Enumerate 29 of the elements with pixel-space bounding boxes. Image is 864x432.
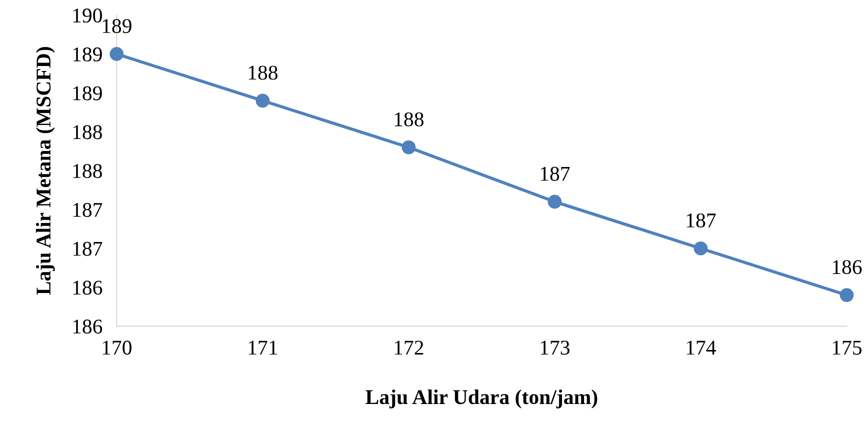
y-tick-label: 189	[73, 47, 102, 62]
point	[256, 94, 270, 108]
point	[840, 288, 854, 302]
data-label: 186	[832, 260, 862, 274]
y-tick-label: 188	[73, 164, 102, 178]
point	[402, 140, 416, 154]
x-tick-label: 173	[540, 340, 570, 355]
x-tick-label: 172	[394, 340, 424, 355]
y-tick-label: 188	[73, 125, 102, 140]
data-label: 188	[394, 112, 424, 126]
data-label: 189	[102, 19, 132, 34]
y-tick-label: 190	[73, 8, 102, 23]
data-label: 187	[686, 213, 716, 228]
data-label: 188	[248, 66, 278, 80]
y-tick-label: 186	[73, 280, 102, 295]
y-axis-title: Laju Alir Metana (MSCFD)	[36, 47, 55, 295]
y-tick-label: 187	[73, 242, 102, 256]
x-axis-title: Laju Alir Udara (ton/jam)	[366, 390, 598, 408]
y-tick-label: 186	[73, 320, 102, 334]
x-tick-label: 174	[686, 340, 716, 355]
y-tick-label: 187	[73, 202, 102, 217]
x-tick-label: 170	[102, 340, 132, 355]
y-tick-label: 189	[73, 86, 102, 100]
x-tick-label: 175	[832, 340, 862, 355]
point	[110, 47, 124, 61]
point	[548, 194, 562, 209]
point	[694, 241, 708, 256]
data-label: 187	[540, 166, 570, 181]
x-tick-label: 171	[248, 340, 278, 355]
